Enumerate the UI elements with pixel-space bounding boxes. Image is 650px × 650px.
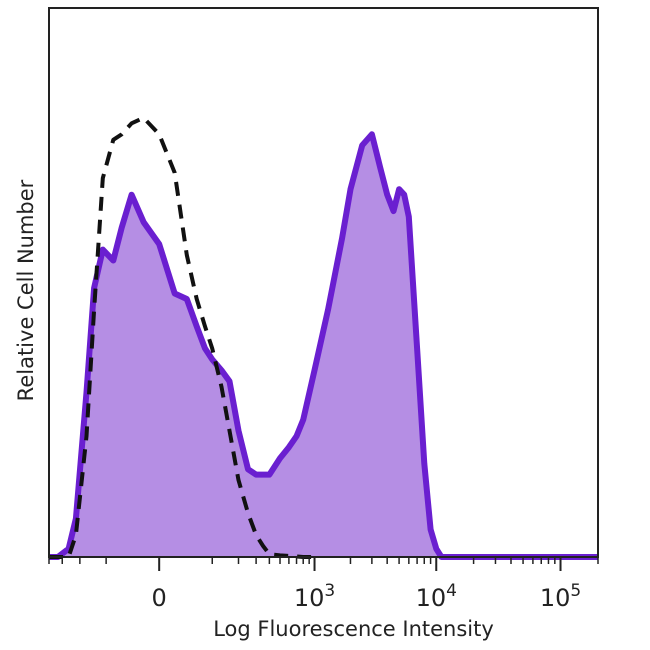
x-tick-label: 0 [152,584,167,612]
x-tick-label: 105 [540,581,581,612]
series-line-1-dashed [49,115,315,559]
x-tick-label: 103 [294,581,335,612]
x-axis: 0 103 104 105 [48,557,599,612]
y-axis-title: Relative Cell Number [14,179,38,401]
plot-frame [48,7,599,558]
x-tick-label: 104 [416,581,457,612]
x-axis-title: Log Fluorescence Intensity [213,617,494,641]
series-fill-0 [49,134,598,558]
series-layer [49,115,598,560]
series-line-0 [49,131,598,560]
